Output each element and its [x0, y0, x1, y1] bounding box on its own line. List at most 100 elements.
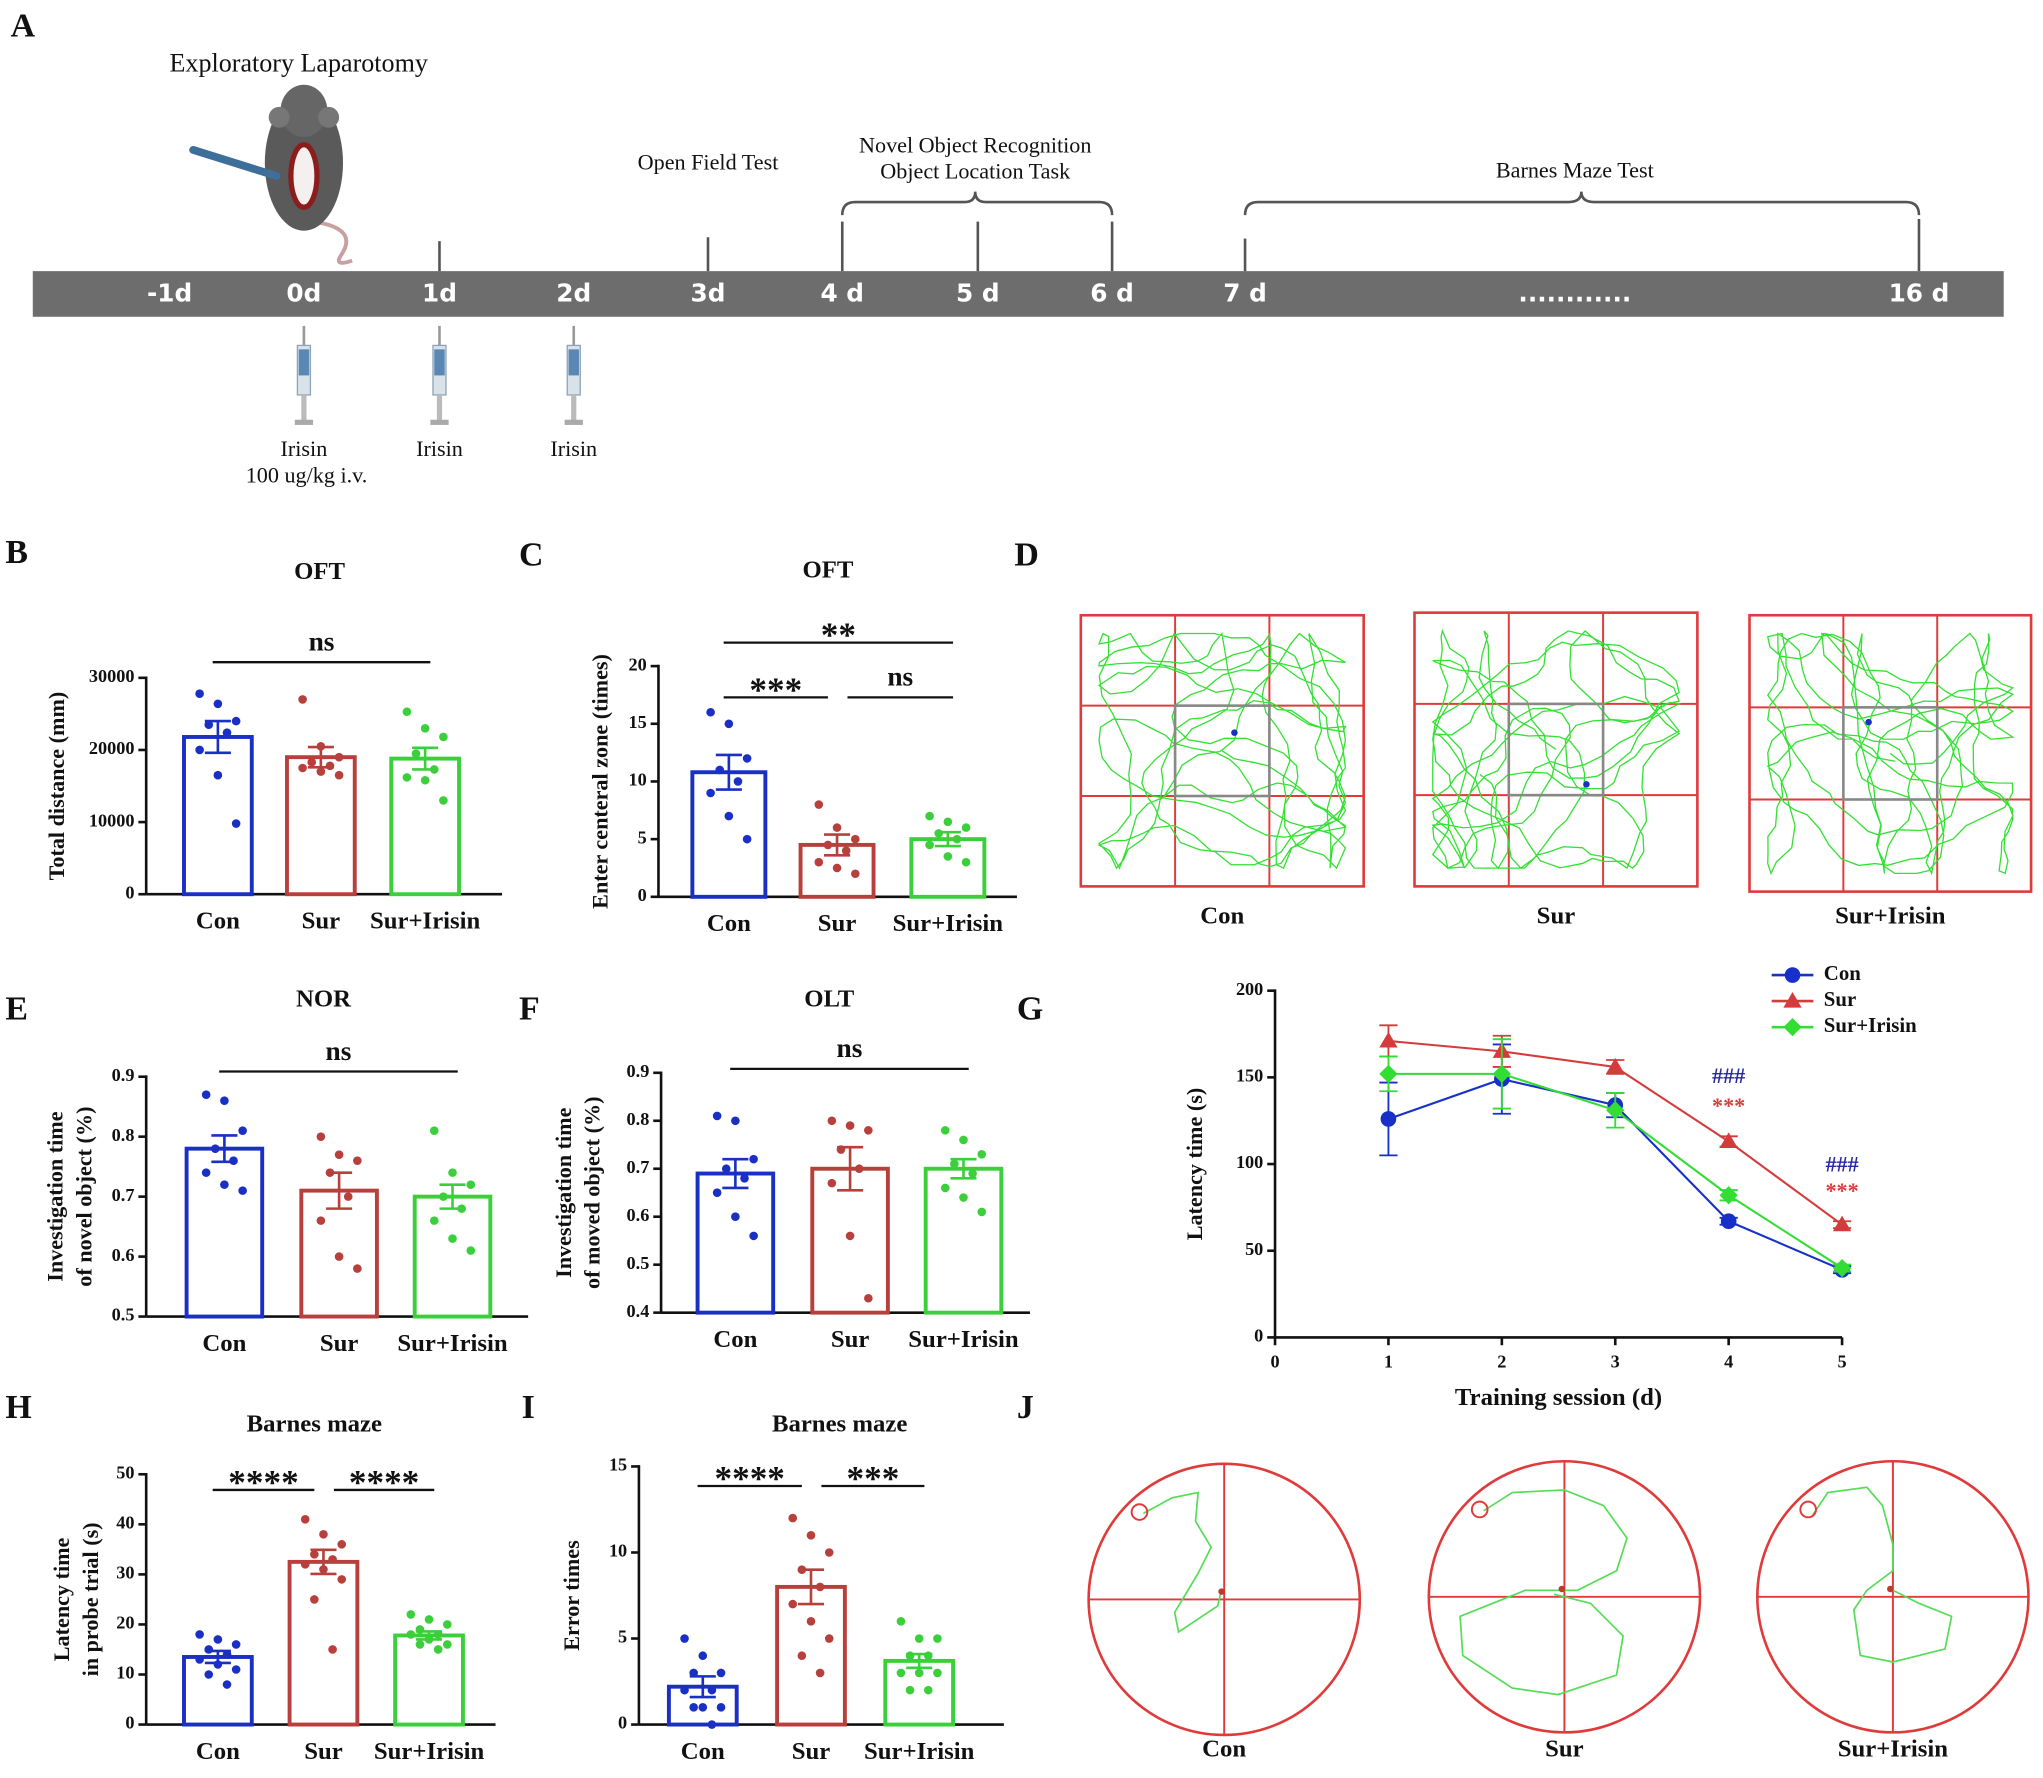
marker — [1783, 991, 1802, 1008]
marker — [1784, 967, 1801, 983]
data-point — [788, 1599, 798, 1609]
data-point — [698, 1651, 708, 1661]
data-point — [334, 752, 344, 762]
marker — [1380, 1111, 1397, 1127]
data-point — [724, 719, 734, 729]
error-bar — [837, 1145, 864, 1192]
track-label: Con — [1202, 1735, 1246, 1762]
data-point — [195, 745, 204, 755]
data-point — [439, 1192, 448, 1201]
data-point — [310, 1595, 319, 1604]
data-point — [706, 788, 715, 798]
x-tick-label: Sur — [792, 1738, 831, 1765]
y-tick-label: 100 — [1236, 1152, 1263, 1172]
data-point — [832, 823, 842, 832]
liquid — [298, 349, 310, 376]
data-point — [977, 1207, 987, 1217]
x-tick-label: Con — [681, 1738, 725, 1765]
center-zone — [1507, 702, 1605, 797]
panel-letter: H — [5, 1389, 31, 1426]
data-point — [707, 1685, 717, 1695]
timeline-bar — [32, 271, 2004, 317]
start-dot — [1558, 1585, 1566, 1593]
panel-letter: A — [11, 7, 36, 44]
data-point — [925, 840, 934, 850]
significance-label: ns — [326, 1036, 352, 1066]
data-point — [402, 773, 412, 782]
x-tick-label: Sur+Irisin — [370, 908, 481, 935]
data-point — [195, 1630, 204, 1639]
arena — [1748, 613, 2033, 893]
data-point — [788, 1513, 798, 1523]
day-label: ............ — [1518, 279, 1631, 308]
y-tick-label: 0.9 — [112, 1065, 135, 1085]
y-axis-label: Investigation time — [43, 1111, 68, 1282]
injection-label: Irisin — [416, 436, 463, 461]
x-tick-label: Con — [202, 1330, 246, 1357]
x-tick-label: Sur — [818, 910, 857, 937]
data-point — [298, 763, 307, 773]
track — [1459, 1489, 1628, 1696]
data-point — [864, 1293, 873, 1303]
data-point — [222, 728, 232, 737]
data-point — [952, 834, 962, 844]
data-point — [706, 707, 715, 717]
data-point — [731, 1116, 740, 1126]
data-point — [442, 1640, 452, 1649]
data-point — [213, 770, 223, 780]
data-point — [429, 1216, 439, 1225]
data-point — [680, 1685, 689, 1695]
day-label: 6 d — [1090, 279, 1134, 308]
data-point — [415, 1640, 425, 1649]
bar — [412, 1194, 493, 1319]
day-label: 4 d — [820, 279, 864, 308]
significance-label: **** — [715, 1459, 785, 1498]
data-point — [231, 819, 241, 828]
marker — [1832, 1258, 1852, 1278]
data-point — [466, 1180, 476, 1189]
y-tick-label: 0.4 — [627, 1301, 650, 1321]
day-label: 5 d — [956, 279, 1000, 308]
x-tick-label: Sur — [302, 908, 341, 935]
day-label: 1d — [422, 279, 457, 308]
chart-title: OFT — [802, 556, 853, 583]
y-tick-label: 10 — [629, 770, 647, 790]
panel-letter: G — [1017, 990, 1043, 1027]
data-point — [815, 1582, 825, 1592]
injection-label: Irisin — [281, 436, 328, 461]
track — [1811, 1486, 1953, 1663]
y-tick-label: 20 — [629, 654, 647, 674]
error-bar — [307, 745, 334, 769]
x-tick-label: Con — [196, 908, 240, 935]
y-tick-label: 40 — [116, 1513, 134, 1533]
bar — [287, 1559, 360, 1727]
data-point — [925, 811, 934, 821]
annotation: *** — [1712, 1093, 1745, 1118]
data-point — [319, 1530, 328, 1539]
y-tick-label: 15 — [609, 1455, 627, 1475]
bar — [285, 755, 357, 897]
center-zone — [1173, 704, 1271, 798]
syringes — [294, 325, 583, 425]
significance-label: ns — [309, 626, 335, 656]
error-bar — [824, 833, 851, 857]
data-point — [201, 1168, 211, 1177]
x-tick-label: 3 — [1611, 1352, 1620, 1372]
data-point — [740, 1174, 749, 1183]
plunger-end — [564, 419, 583, 425]
data-point — [806, 1530, 816, 1540]
marker — [1720, 1213, 1737, 1230]
legend-label: Sur — [1824, 987, 1856, 1011]
data-point — [466, 1246, 476, 1255]
timeline-markers — [438, 191, 1921, 272]
data-point — [940, 1126, 950, 1135]
panel-letter: F — [519, 990, 540, 1027]
data-point — [933, 1634, 942, 1643]
data-point — [896, 1668, 906, 1678]
start-dot — [1231, 729, 1238, 736]
y-tick-label: 0.6 — [112, 1245, 135, 1265]
injection-label: Irisin — [550, 436, 597, 461]
y-axis-label: Error times — [559, 1540, 584, 1651]
data-point — [961, 823, 971, 832]
